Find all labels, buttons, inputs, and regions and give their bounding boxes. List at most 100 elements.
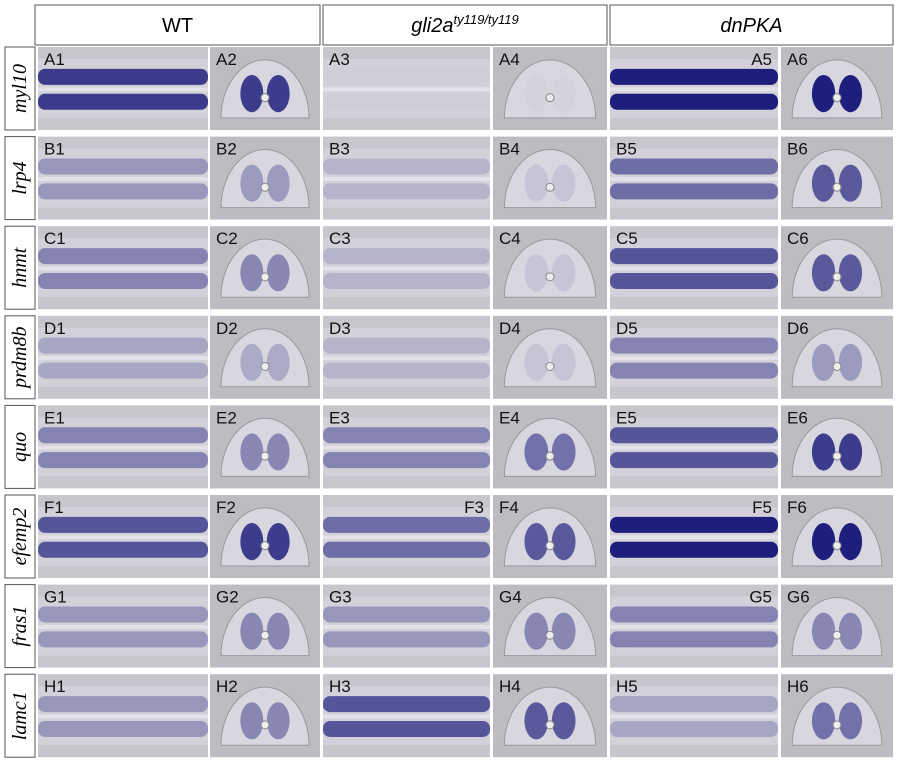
micrograph-panel: E3 (323, 405, 490, 489)
stain-blob (551, 523, 576, 561)
column-header-superscript: ty119/ty119 (453, 12, 518, 27)
micrograph-panel: F5 (610, 495, 778, 578)
tube-section (503, 238, 597, 298)
panel-label: A2 (216, 50, 237, 69)
floor-plate (610, 356, 778, 361)
stain-stripe (323, 720, 490, 737)
stain-blob (551, 612, 576, 650)
micrograph-panel: A1 (38, 47, 208, 130)
floor-plate (323, 624, 490, 629)
stain-blob (266, 612, 290, 650)
stain-blob (266, 702, 290, 740)
stain-blob (524, 523, 549, 561)
micrograph-panel: H1 (38, 674, 208, 758)
panel-label: A3 (329, 50, 350, 69)
stain-blob (551, 433, 576, 471)
micrograph-panel: F6 (781, 495, 893, 578)
floor-plate (323, 87, 490, 92)
micrograph-panel: C3 (323, 226, 490, 310)
lumen (260, 93, 270, 103)
gene-label: lrp4 (9, 161, 31, 194)
panel-label: G3 (329, 588, 352, 607)
panel-label: C1 (44, 229, 66, 248)
column-header-box (609, 4, 894, 46)
stain-blob (838, 612, 863, 650)
tube-section (503, 149, 597, 209)
column-header-box (322, 4, 608, 46)
stain-stripe (38, 541, 208, 558)
stain-stripe (38, 606, 208, 623)
lumen (260, 720, 270, 730)
lumen (260, 272, 270, 282)
stain-blob (551, 343, 576, 381)
row-label-box (4, 673, 36, 758)
lumen (832, 93, 842, 103)
stain-blob (838, 343, 863, 381)
stain-blob (524, 433, 549, 471)
gene-label: myl10 (9, 64, 31, 113)
panel-label: G4 (499, 588, 522, 607)
micrograph-panel: G2 (210, 584, 320, 668)
floor-plate (38, 176, 208, 181)
stain-stripe (323, 541, 490, 558)
stain-stripe (38, 272, 208, 289)
lumen (545, 541, 555, 551)
micrograph-panel: A2 (210, 47, 320, 130)
gene-label: prdm8b (9, 327, 31, 390)
micrograph-panel: E2 (210, 405, 320, 489)
stain-stripe (323, 606, 490, 623)
micrograph-panel: B2 (210, 136, 320, 220)
stain-blob (838, 254, 863, 292)
lumen (545, 451, 555, 461)
stain-blob (240, 75, 264, 113)
stain-stripe (38, 68, 208, 85)
stain-stripe (38, 631, 208, 648)
floor-plate (610, 176, 778, 181)
micrograph-panel: H5 (610, 674, 778, 758)
floor-plate (323, 266, 490, 271)
stain-stripe (610, 183, 778, 200)
panel-label: E5 (616, 408, 637, 427)
panel-label: G2 (216, 588, 239, 607)
stain-stripe (610, 516, 778, 533)
stain-stripe (610, 606, 778, 623)
stain-blob (811, 612, 836, 650)
stain-stripe (323, 248, 490, 265)
stain-stripe (323, 452, 490, 469)
panel-label: D2 (216, 319, 238, 338)
gene-label: fras1 (9, 606, 31, 647)
panel-label: C5 (616, 229, 638, 248)
stain-blob (524, 254, 549, 292)
panel-label: G1 (44, 588, 67, 607)
stain-stripe (323, 427, 490, 444)
floor-plate (610, 714, 778, 719)
stain-blob (838, 523, 863, 561)
stain-stripe (610, 696, 778, 713)
row-label-box (4, 494, 36, 579)
micrograph-panel: C4 (493, 226, 607, 310)
panel-label: A5 (751, 50, 772, 69)
micrograph-panel: B6 (781, 136, 893, 220)
micrograph-panel: C5 (610, 226, 778, 310)
stain-blob (266, 164, 290, 202)
floor-plate (38, 624, 208, 629)
stain-blob (266, 254, 290, 292)
stain-blob (266, 343, 290, 381)
stain-stripe (323, 272, 490, 289)
panel-label: C4 (499, 229, 521, 248)
micrograph-panel: E6 (781, 405, 893, 489)
lumen (545, 720, 555, 730)
lumen (260, 630, 270, 640)
gene-label: hnmt (9, 247, 31, 287)
stain-blob (524, 612, 549, 650)
micrograph-panel: A3 (323, 47, 490, 130)
micrograph-panel: B1 (38, 136, 208, 220)
stain-stripe (323, 631, 490, 648)
lumen (545, 272, 555, 282)
panel-label: C6 (787, 229, 809, 248)
micrograph-panel: G1 (38, 584, 208, 668)
panel-label: A4 (499, 50, 520, 69)
stain-blob (811, 433, 836, 471)
lumen (545, 93, 555, 103)
